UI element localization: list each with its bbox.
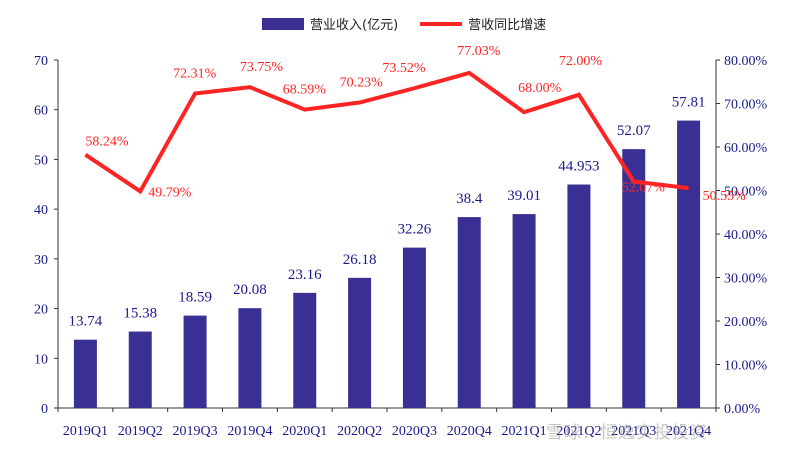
growth-value-label: 73.52% [382,61,426,76]
growth-value-label: 73.75% [240,60,284,75]
legend-swatch-bar [262,17,304,30]
legend-item-revenue: 营业收入(亿元) [262,14,398,33]
y-right-tick-label: 60.00% [724,141,768,156]
data-labels: 13.74 15.38 18.59 20.08 23.16 26.18 32.26 38.4 3… [69,44,747,330]
bar [512,214,536,408]
bar-value-label: 52.07 [617,123,651,139]
x-tick-label: 2021Q4 [666,424,711,439]
growth-value-label: 52.07% [622,180,666,195]
bar [293,292,317,408]
bar [128,331,152,408]
y-right-tick-label: 40.00% [724,228,768,243]
y-left-tick-label: 30 [34,253,48,268]
x-tick-label: 2020Q2 [337,424,382,439]
growth-value-label: 72.31% [173,66,217,81]
growth-polyline [84,70,689,195]
growth-value-label: 49.79% [148,185,192,200]
bar [402,247,426,408]
bar [677,120,701,408]
growth-value-label: 58.24% [85,135,128,150]
x-tick-label: 2020Q3 [392,424,437,439]
x-tick-label: 2019Q4 [227,424,272,439]
growth-value-label: 68.00% [518,81,562,96]
bar-value-label: 44.953 [558,159,599,175]
bar-value-label: 13.74 [69,314,103,330]
growth-value-label: 72.00% [559,54,603,69]
legend: 营业收入(亿元) 营收同比增速 [262,14,568,33]
axes: 0 10 20 30 40 50 60 70 0.00% 10.00% 20.00% 30.00% 40… [34,54,768,439]
bar [73,339,97,408]
bar [348,277,372,408]
bar-value-label: 15.38 [123,306,157,322]
growth-value-label: 50.55% [703,189,747,204]
legend-swatch-line [420,21,463,26]
growth-value-label: 77.03% [457,44,501,59]
y-left-tick-label: 10 [34,352,48,367]
y-right-tick-label: 70.00% [724,98,768,113]
y-right-tick-label: 10.00% [724,359,768,374]
watermark: 雪球：恒逸实投投资 [546,423,708,443]
bar-value-label: 20.08 [233,282,267,298]
growth-value-label: 68.59% [283,83,327,98]
y-left-tick-label: 60 [34,104,48,119]
growth-line [84,70,689,195]
x-tick-label: 2020Q4 [447,424,492,439]
x-tick-label: 2019Q3 [173,424,218,439]
y-left-tick-label: 50 [34,153,48,168]
x-tick-label: 2019Q2 [118,424,163,439]
bar [183,315,207,408]
y-left-tick-label: 0 [41,402,48,417]
y-left-tick-label: 40 [34,203,48,218]
bar-value-label: 23.16 [288,267,322,283]
bars [73,120,701,409]
y-right-tick-label: 80.00% [724,54,768,69]
legend-item-growth: 营收同比增速 [420,14,546,33]
x-tick-label: 2021Q1 [502,424,547,439]
bar-value-label: 18.59 [178,290,212,306]
y-left-tick-label: 70 [34,54,48,69]
bar-value-label: 32.26 [398,222,432,238]
bar-value-label: 39.01 [507,188,541,204]
y-right-tick-label: 20.00% [724,315,768,330]
y-right-tick-label: 50.00% [724,185,768,200]
bar [238,308,262,408]
bar-value-label: 38.4 [456,191,483,207]
bar [457,217,481,408]
x-tick-label: 2020Q1 [282,424,327,439]
bar [622,149,646,409]
y-right-tick-label: 0.00% [724,402,761,417]
bar-value-label: 26.18 [343,252,377,268]
x-tick-label: 2021Q3 [611,424,656,439]
legend-label-growth: 营收同比增速 [468,18,547,33]
x-tick-label: 2019Q1 [63,424,108,439]
growth-value-label: 70.23% [340,75,384,90]
x-tick-label: 2021Q2 [556,424,601,439]
y-left-tick-label: 20 [34,303,48,318]
bar-value-label: 57.81 [672,95,706,111]
bar [567,184,591,408]
y-right-tick-label: 30.00% [724,272,768,287]
legend-label-revenue: 营业收入(亿元) [310,18,399,33]
